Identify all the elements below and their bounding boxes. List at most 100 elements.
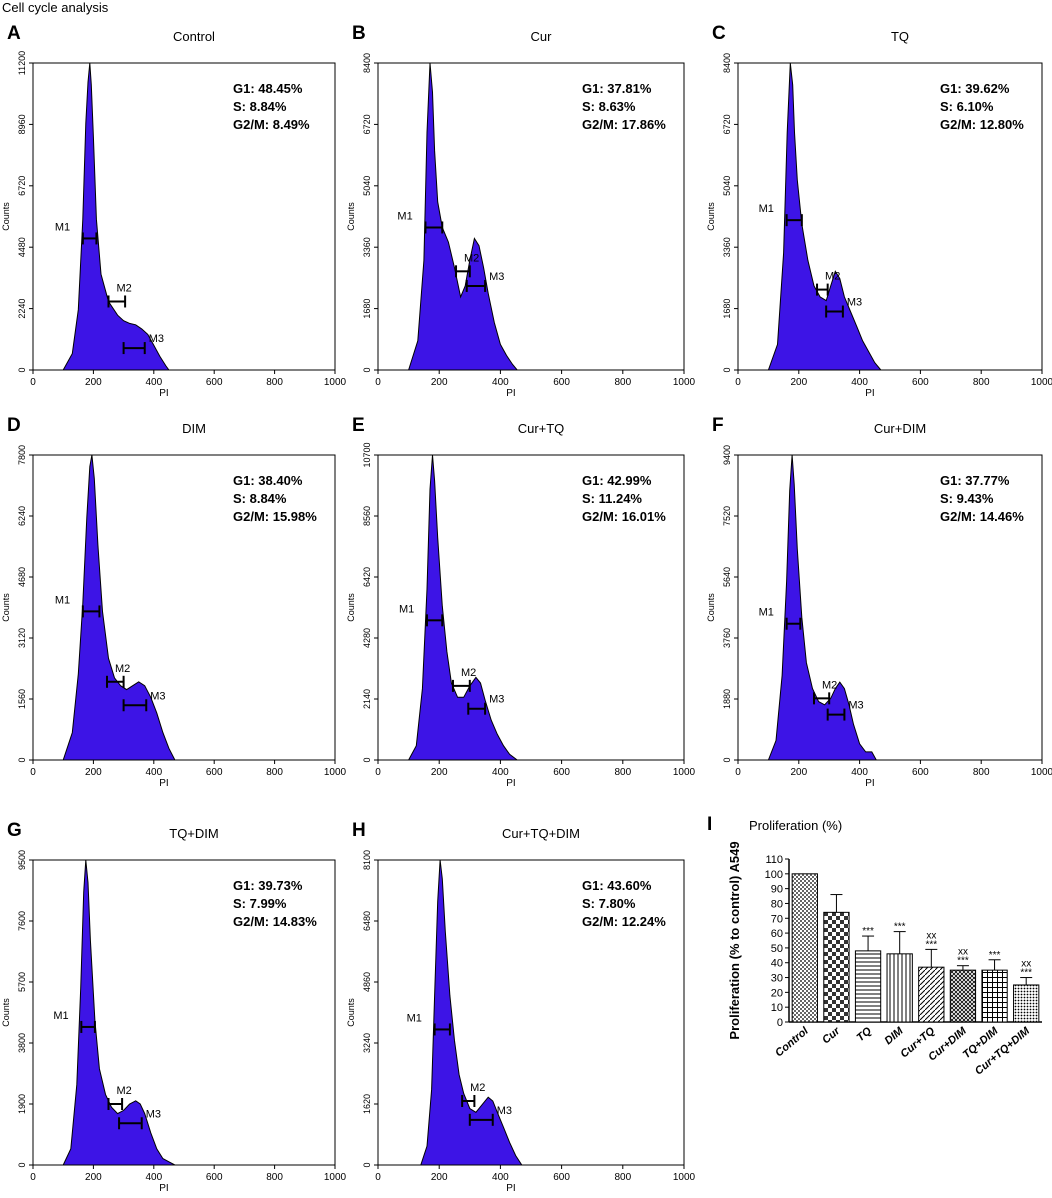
marker-label: M3	[149, 333, 164, 345]
x-tick-label: 1000	[1031, 377, 1052, 388]
marker-label: M2	[464, 252, 479, 264]
x-tick-label: 400	[492, 377, 509, 388]
category-label: DIM	[882, 1025, 906, 1048]
y-tick-label: 4480	[17, 237, 27, 257]
y-tick-label: 3800	[17, 1033, 27, 1053]
y-tick-label: 0	[777, 1017, 783, 1029]
x-axis-label: PI	[865, 388, 874, 399]
cell-cycle-stat: S: 8.63%	[582, 99, 636, 114]
histogram-panel-c: C TQ 0 1680 3360 5040 6720 8400 0 200 400 600 800 100…	[706, 23, 1052, 399]
x-axis-label: PI	[506, 1183, 515, 1194]
y-tick-label: 80	[771, 898, 783, 910]
bar-tq-dim	[981, 969, 1008, 1023]
x-tick-label: 800	[614, 377, 631, 388]
y-tick-label: 4280	[362, 628, 372, 648]
y-axis-label: Counts	[346, 202, 356, 231]
x-tick-label: 1000	[324, 767, 347, 778]
y-tick-label: 1880	[722, 689, 732, 709]
y-tick-label: 6480	[362, 911, 372, 931]
x-tick-label: 200	[85, 1172, 102, 1183]
histogram-area	[62, 62, 170, 371]
y-tick-label: 7520	[722, 506, 732, 526]
x-tick-label: 800	[614, 1172, 631, 1183]
y-tick-label: 6240	[17, 506, 27, 526]
marker-label: M3	[489, 694, 504, 706]
significance-xx: xx	[958, 947, 968, 958]
y-tick-label: 8100	[362, 850, 372, 870]
significance-stars: ***	[989, 950, 1001, 961]
x-tick-label: 1000	[673, 767, 696, 778]
y-tick-label: 0	[722, 367, 732, 372]
histogram-area	[420, 859, 523, 1166]
cell-cycle-stat: G2/M: 8.49%	[233, 117, 310, 132]
y-tick-label: 8560	[362, 506, 372, 526]
x-tick-label: 600	[206, 1172, 223, 1183]
x-tick-label: 800	[266, 1172, 283, 1183]
histogram-area	[62, 859, 176, 1166]
panel-letter: B	[352, 23, 366, 44]
y-tick-label: 3120	[17, 628, 27, 648]
cell-cycle-stat: S: 9.43%	[940, 491, 994, 506]
x-tick-label: 200	[431, 1172, 448, 1183]
histogram-area	[407, 454, 518, 761]
cell-cycle-stat: G1: 48.45%	[233, 81, 303, 96]
x-tick-label: 800	[973, 377, 990, 388]
x-tick-label: 600	[912, 767, 929, 778]
y-tick-label: 3760	[722, 628, 732, 648]
x-tick-label: 1000	[1031, 767, 1052, 778]
panel-title: Cur+DIM	[874, 421, 926, 436]
y-tick-label: 2240	[17, 299, 27, 319]
histogram-panel-e: E Cur+TQ 0 2140 4280 6420 8560 10700 0 200 400 600 8…	[346, 415, 696, 789]
marker-label: M1	[759, 203, 774, 215]
y-tick-label: 6420	[362, 567, 372, 587]
x-axis-label: PI	[159, 778, 168, 789]
y-tick-label: 0	[17, 1162, 27, 1167]
panel-letter: D	[7, 415, 21, 436]
bar-cur-dim	[949, 969, 977, 1023]
x-tick-label: 1000	[324, 1172, 347, 1183]
x-tick-label: 200	[790, 767, 807, 778]
x-tick-label: 400	[851, 767, 868, 778]
x-tick-label: 0	[375, 767, 381, 778]
x-tick-label: 200	[790, 377, 807, 388]
cell-cycle-stat: G2/M: 14.83%	[233, 914, 317, 929]
y-tick-label: 6720	[17, 176, 27, 196]
plot-frame	[377, 62, 685, 371]
panel-title: TQ+DIM	[169, 826, 218, 841]
marker-label: M2	[117, 1085, 132, 1097]
bar-control	[791, 873, 818, 1023]
y-tick-label: 3360	[362, 237, 372, 257]
marker-label: M2	[117, 282, 132, 294]
panel-letter: A	[7, 23, 21, 44]
y-tick-label: 6720	[362, 114, 372, 134]
marker-label: M1	[397, 210, 412, 222]
marker-label: M1	[53, 1010, 68, 1022]
plot-frame	[377, 859, 685, 1166]
marker-label: M2	[822, 679, 837, 691]
x-tick-label: 400	[492, 1172, 509, 1183]
cell-cycle-stat: G1: 38.40%	[233, 473, 303, 488]
y-axis-label: Counts	[1, 593, 11, 622]
y-axis-label: Counts	[1, 998, 11, 1027]
bar-cur	[823, 911, 850, 1023]
significance-stars: ***	[1020, 968, 1032, 979]
y-tick-label: 6720	[722, 114, 732, 134]
histogram-area	[767, 454, 877, 761]
cell-cycle-stat: G2/M: 17.86%	[582, 117, 666, 132]
histogram-panel-a: A Control 0 2240 4480 6720 8960 11200 0 200 400 600…	[1, 23, 347, 399]
y-tick-label: 7600	[17, 911, 27, 931]
x-tick-label: 800	[973, 767, 990, 778]
plot-frame	[32, 859, 336, 1166]
y-tick-label: 9500	[17, 850, 27, 870]
figure-title: Cell cycle analysis	[2, 0, 109, 15]
plot-frame	[737, 62, 1043, 371]
y-tick-label: 1560	[17, 689, 27, 709]
panel-letter: C	[712, 23, 726, 44]
histogram-panel-f: F Cur+DIM 0 1880 3760 5640 7520 9400 0 200 400 600 8…	[706, 415, 1052, 789]
cell-cycle-stat: G2/M: 12.80%	[940, 117, 1024, 132]
bar-tq	[854, 950, 882, 1023]
bar-cur-tq	[918, 966, 945, 1023]
cell-cycle-stat: G2/M: 14.46%	[940, 509, 1024, 524]
x-tick-label: 200	[85, 377, 102, 388]
plot-frame	[377, 454, 685, 761]
